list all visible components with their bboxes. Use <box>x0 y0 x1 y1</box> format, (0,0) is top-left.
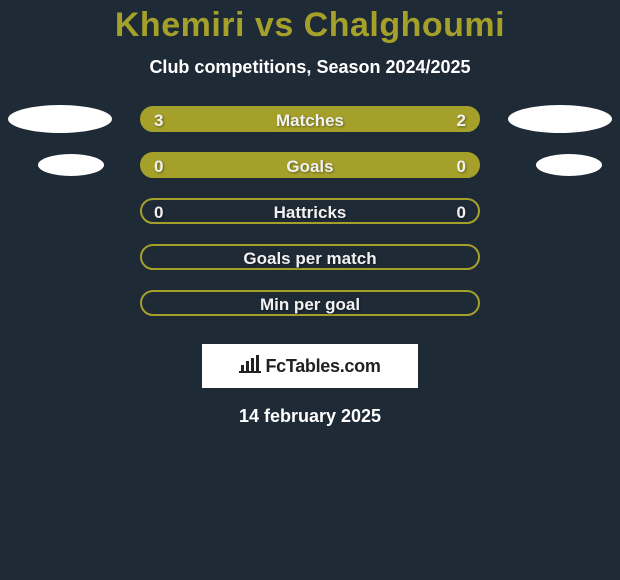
stat-label: Hattricks <box>142 200 478 226</box>
attribution-text: FcTables.com <box>265 356 380 377</box>
comparison-infographic: Khemiri vs Chalghoumi Club competitions,… <box>0 0 620 580</box>
bar-chart-icon <box>239 355 261 378</box>
stat-label: Matches <box>142 108 478 134</box>
stat-row: Min per goal <box>0 290 620 336</box>
stat-bar: Min per goal <box>140 290 480 316</box>
stat-row: 0 Goals 0 <box>0 152 620 198</box>
stat-label: Goals per match <box>142 246 478 272</box>
footer-date: 14 february 2025 <box>0 406 620 427</box>
page-title: Khemiri vs Chalghoumi <box>0 0 620 45</box>
player-right-marker <box>508 105 612 133</box>
stat-row: 0 Hattricks 0 <box>0 198 620 244</box>
player-left-marker <box>38 154 104 176</box>
stat-bar: 0 Goals 0 <box>140 152 480 178</box>
stat-row: 3 Matches 2 <box>0 106 620 152</box>
stat-rows: 3 Matches 2 0 Goals 0 0 Hattricks 0 <box>0 106 620 336</box>
stat-right-value: 0 <box>457 154 466 180</box>
stat-bar: Goals per match <box>140 244 480 270</box>
attribution-logo: FcTables.com <box>202 344 418 388</box>
page-subtitle: Club competitions, Season 2024/2025 <box>0 57 620 78</box>
stat-row: Goals per match <box>0 244 620 290</box>
stat-bar: 0 Hattricks 0 <box>140 198 480 224</box>
stat-right-value: 0 <box>457 200 466 226</box>
stat-label: Min per goal <box>142 292 478 318</box>
player-right-marker <box>536 154 602 176</box>
player-left-marker <box>8 105 112 133</box>
stat-bar: 3 Matches 2 <box>140 106 480 132</box>
stat-label: Goals <box>142 154 478 180</box>
stat-right-value: 2 <box>457 108 466 134</box>
